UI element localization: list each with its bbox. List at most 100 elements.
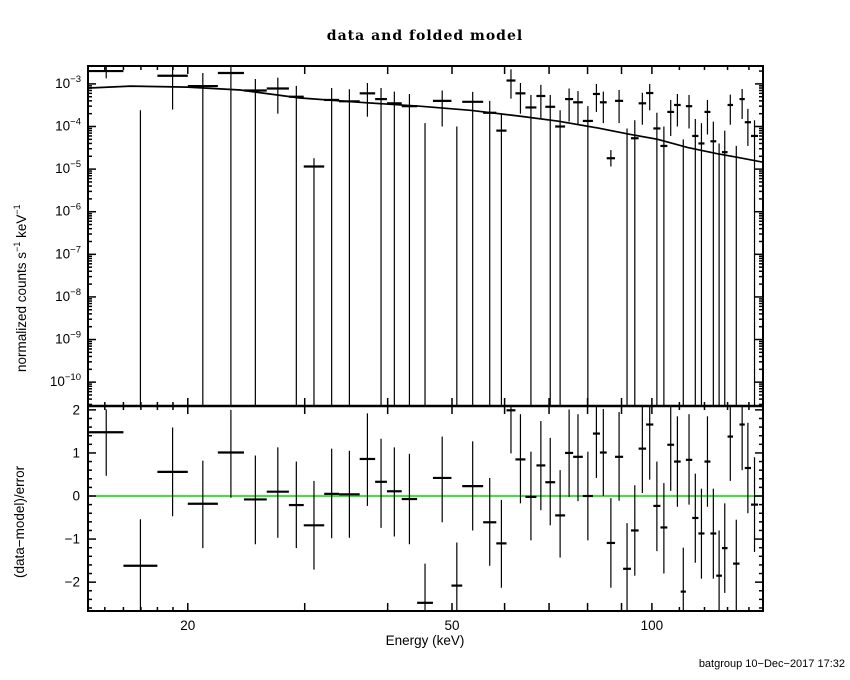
data-point	[483, 100, 497, 406]
residual-point	[515, 414, 526, 504]
data-point	[157, 66, 188, 110]
residual-point	[573, 414, 583, 502]
data-point	[496, 113, 507, 406]
residual-point	[698, 488, 705, 579]
residual-point	[680, 547, 686, 611]
y-tick-label: 1	[72, 445, 80, 460]
y-tick-label: 10−3	[55, 74, 81, 91]
data-point	[401, 93, 418, 406]
data-point	[565, 88, 574, 122]
residual-point	[704, 416, 711, 507]
footer-timestamp: batgroup 10−Dec−2017 17:32	[698, 658, 845, 670]
y-tick-label: 10−4	[55, 117, 81, 134]
residual-point	[750, 457, 759, 552]
data-point	[744, 108, 751, 146]
y-axis-label-bottom: (data−model)/error	[12, 465, 27, 578]
residual-point	[432, 436, 452, 523]
data-point	[721, 130, 728, 406]
residual-point	[89, 409, 124, 476]
axis-tick-labels: 20 50 100 10−3 10−4 10−5 10−6 10−7 10−8 10−9 10−10…	[50, 74, 663, 633]
y-tick-label: 10−6	[55, 202, 81, 219]
data-point	[386, 91, 402, 406]
residual-point	[157, 427, 188, 517]
residual-point	[630, 485, 639, 576]
data-point	[89, 66, 124, 79]
residual-point	[288, 461, 304, 549]
residual-point	[555, 470, 566, 558]
data-point	[375, 88, 387, 406]
data-point	[243, 79, 267, 406]
data-point	[739, 88, 745, 119]
plot-title: data and folded model	[326, 28, 524, 44]
residual-point	[623, 523, 631, 611]
x-tick-label: 50	[445, 618, 460, 633]
residual-point	[727, 406, 734, 481]
data-point	[515, 82, 526, 114]
residual-point	[545, 437, 556, 526]
residual-point	[667, 406, 675, 491]
residual-point	[417, 563, 433, 611]
data-point	[324, 88, 340, 406]
residual-point	[674, 416, 681, 507]
residual-point	[525, 451, 537, 541]
residual-point	[606, 498, 616, 588]
data-point	[630, 120, 639, 406]
residual-point	[685, 414, 693, 505]
residual-point	[303, 480, 325, 570]
data-point	[288, 85, 304, 406]
residual-point	[243, 455, 267, 545]
residual-point	[386, 447, 402, 537]
y-tick-label: 10−9	[55, 330, 81, 347]
data-point	[536, 84, 546, 119]
data-point	[506, 69, 516, 99]
residual-point	[496, 499, 507, 588]
data-point	[710, 121, 717, 406]
data-point	[187, 73, 218, 406]
y-tick-label: 10−10	[50, 372, 81, 389]
residual-point	[638, 406, 647, 493]
residual-point	[716, 530, 722, 611]
data-point	[667, 99, 675, 136]
data-point	[698, 123, 705, 406]
data-point	[582, 106, 593, 406]
residual-point	[721, 503, 728, 593]
residual-point	[582, 451, 593, 541]
y-tick-label: 10−7	[55, 244, 81, 261]
y-tick-label: 10−5	[55, 159, 81, 176]
residual-point	[646, 406, 654, 480]
residual-point	[324, 448, 340, 539]
residual-point	[744, 422, 751, 514]
residual-point	[123, 519, 158, 611]
data-point	[545, 94, 556, 406]
data-point	[592, 83, 600, 112]
data-point	[674, 93, 681, 127]
x-axis-label: Energy (keV)	[385, 633, 465, 648]
residual-point	[187, 460, 218, 549]
data-point	[638, 92, 647, 125]
residual-point	[536, 421, 546, 511]
data-point	[606, 150, 616, 167]
residual-point	[739, 406, 745, 471]
residual-points	[89, 406, 759, 611]
residual-point	[592, 406, 600, 478]
data-point	[525, 94, 537, 406]
y-tick-label: 10−8	[55, 287, 81, 304]
x-tick-label: 20	[180, 618, 195, 633]
residual-point	[359, 413, 376, 506]
residual-point	[462, 441, 484, 531]
data-point	[704, 99, 711, 135]
residual-point	[615, 412, 624, 501]
y-tick-label: 2	[72, 402, 80, 417]
y-tick-label: −1	[65, 532, 80, 547]
top-data-points	[89, 66, 759, 406]
data-point	[692, 118, 699, 406]
residual-point	[660, 483, 668, 574]
y-axis-label-top-text: normalized counts s−1 keV−1	[12, 204, 29, 372]
data-point	[685, 94, 693, 129]
residual-point	[266, 447, 289, 538]
x-tick-label: 100	[641, 618, 664, 633]
data-point	[646, 83, 654, 111]
data-point	[303, 158, 325, 406]
residual-point	[565, 409, 574, 497]
